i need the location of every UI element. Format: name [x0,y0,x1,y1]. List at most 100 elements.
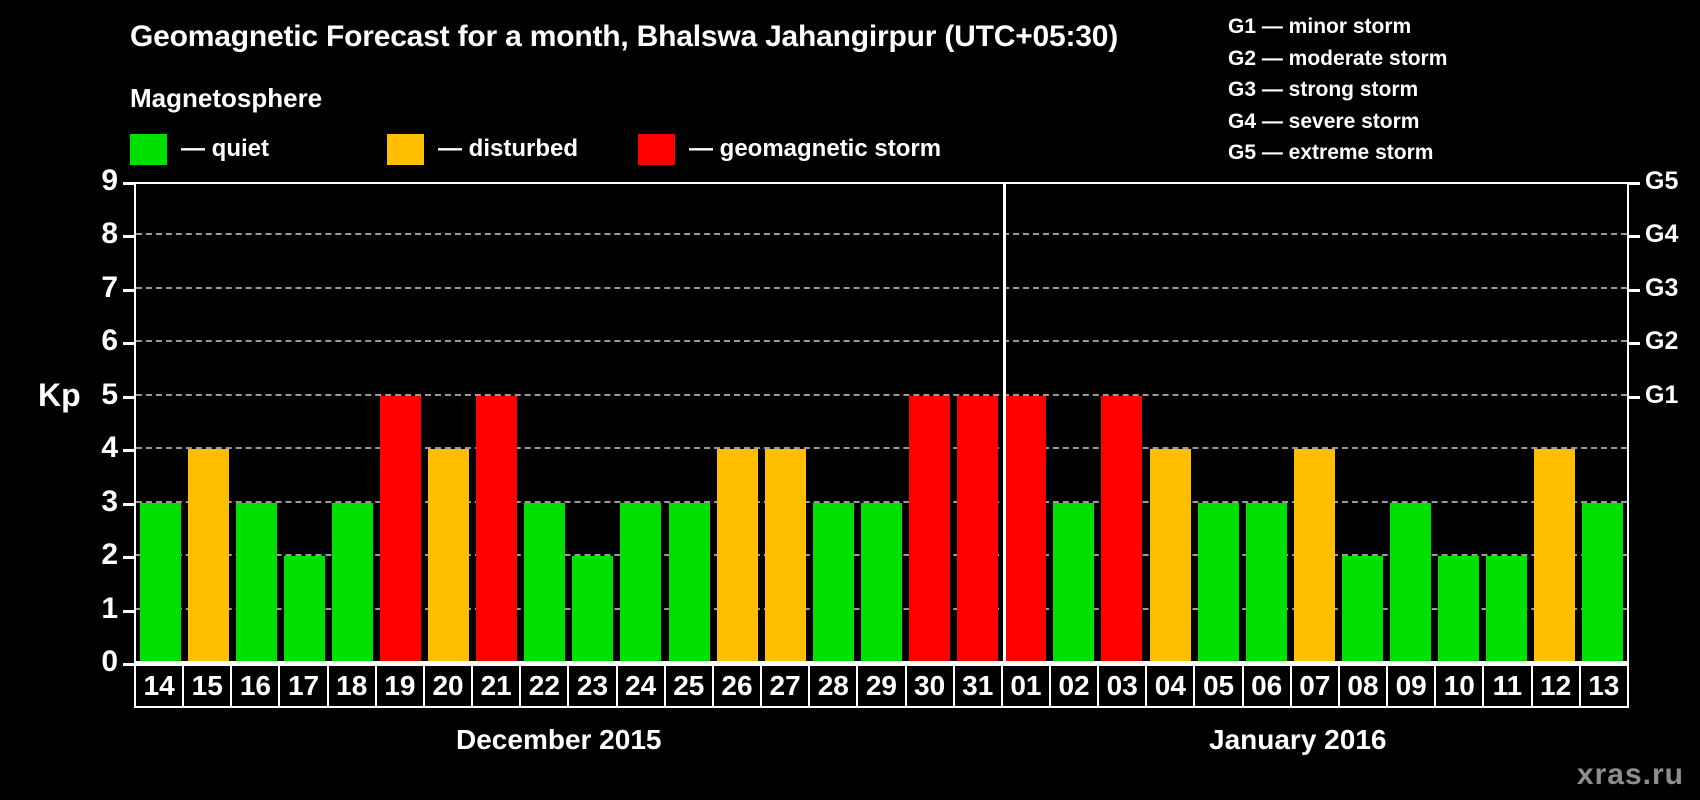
bar-24[interactable] [620,502,662,663]
bar-slot[interactable] [328,184,376,663]
bar-slot[interactable] [1098,184,1146,663]
date-cell[interactable]: 17 [278,664,327,708]
date-cell[interactable]: 03 [1097,664,1146,708]
bar-slot[interactable] [954,184,1002,663]
date-cell[interactable]: 23 [567,664,616,708]
bar-20[interactable] [428,449,470,663]
bar-21[interactable] [476,395,518,663]
date-cell[interactable]: 09 [1386,664,1435,708]
bar-slot[interactable] [1242,184,1290,663]
bar-08[interactable] [1341,556,1383,663]
bar-slot[interactable] [1386,184,1434,663]
bar-10[interactable] [1438,556,1480,663]
date-cell[interactable]: 05 [1193,664,1242,708]
bar-slot[interactable] [713,184,761,663]
gridline [136,340,1627,343]
bar-11[interactable] [1486,556,1528,663]
bar-slot[interactable] [1435,184,1483,663]
bar-22[interactable] [524,502,566,663]
date-cell[interactable]: 06 [1241,664,1290,708]
bar-26[interactable] [716,449,758,663]
bar-09[interactable] [1389,502,1431,663]
bar-slot[interactable] [617,184,665,663]
bar-slot[interactable] [376,184,424,663]
date-cell[interactable]: 02 [1048,664,1098,708]
bar-07[interactable] [1293,449,1335,663]
date-cell[interactable]: 21 [471,664,520,708]
g-tick-label: G3 [1645,273,1679,302]
bar-19[interactable] [380,395,422,663]
bar-slot[interactable] [906,184,954,663]
bar-17[interactable] [283,556,325,663]
bar-slot[interactable] [1531,184,1579,663]
bar-25[interactable] [668,502,710,663]
date-cell[interactable]: 27 [760,664,809,708]
bar-slot[interactable] [521,184,569,663]
bar-31[interactable] [957,395,999,663]
bar-30[interactable] [909,395,951,663]
date-cell[interactable]: 10 [1434,664,1483,708]
date-cell[interactable]: 13 [1578,664,1629,708]
bar-18[interactable] [331,502,373,663]
bar-01[interactable] [1005,395,1047,663]
bars-container [136,184,1627,663]
date-cell[interactable]: 16 [230,664,279,708]
bar-12[interactable] [1534,449,1576,663]
date-cell[interactable]: 22 [519,664,568,708]
date-cell[interactable]: 12 [1530,664,1579,708]
g-tick-label: G1 [1645,380,1679,409]
date-cell[interactable]: 15 [182,664,231,708]
date-cell[interactable]: 08 [1337,664,1387,708]
bar-15[interactable] [187,449,229,663]
bar-slot[interactable] [761,184,809,663]
date-cell[interactable]: 11 [1482,664,1531,708]
bar-slot[interactable] [232,184,280,663]
date-cell[interactable]: 29 [856,664,905,708]
bar-slot[interactable] [1579,184,1627,663]
date-cell[interactable]: 30 [904,664,953,708]
bar-06[interactable] [1245,502,1287,663]
bar-23[interactable] [572,556,614,663]
bar-slot[interactable] [1146,184,1194,663]
date-cell[interactable]: 14 [134,664,183,708]
date-cell[interactable]: 04 [1145,664,1194,708]
bar-slot[interactable] [1338,184,1386,663]
bar-slot[interactable] [425,184,473,663]
y-tick-label: 4 [101,431,118,465]
bar-05[interactable] [1197,502,1239,663]
bar-slot[interactable] [809,184,857,663]
bar-slot[interactable] [1002,184,1050,663]
bar-slot[interactable] [136,184,184,663]
bar-13[interactable] [1582,502,1624,663]
bar-slot[interactable] [473,184,521,663]
bar-14[interactable] [139,502,181,663]
bar-slot[interactable] [280,184,328,663]
bar-slot[interactable] [1483,184,1531,663]
date-cell[interactable]: 25 [663,664,712,708]
date-cell[interactable]: 20 [422,664,472,708]
bar-27[interactable] [764,449,806,663]
date-cell[interactable]: 18 [326,664,375,708]
date-cell[interactable]: 26 [711,664,761,708]
date-cell[interactable]: 28 [808,664,857,708]
bar-slot[interactable] [1050,184,1098,663]
bar-slot[interactable] [1290,184,1338,663]
bar-slot[interactable] [184,184,232,663]
bar-04[interactable] [1149,449,1191,663]
legend-label: — disturbed [438,135,579,162]
bar-16[interactable] [235,502,277,663]
date-cell[interactable]: 19 [374,664,423,708]
bar-slot[interactable] [569,184,617,663]
bar-28[interactable] [812,502,854,663]
bar-slot[interactable] [665,184,713,663]
bar-02[interactable] [1053,502,1095,663]
date-cell[interactable]: 24 [615,664,664,708]
date-cell[interactable]: 01 [1000,664,1049,708]
date-cell[interactable]: 07 [1289,664,1338,708]
bar-29[interactable] [860,502,902,663]
bar-03[interactable] [1101,395,1143,663]
date-cell[interactable]: 31 [952,664,1001,708]
bar-slot[interactable] [1194,184,1242,663]
y-tick-label: 7 [101,270,118,304]
bar-slot[interactable] [857,184,905,663]
